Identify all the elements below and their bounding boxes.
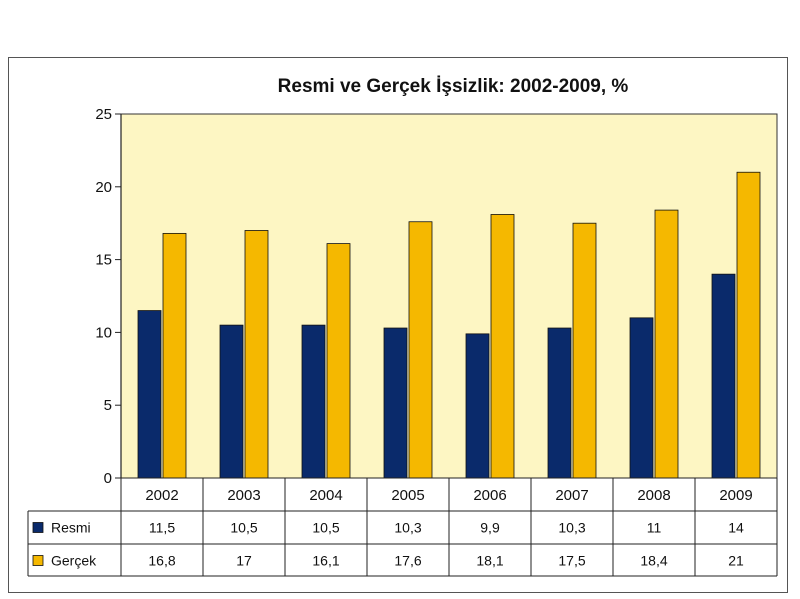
bar-ger-ek-2009 — [736, 171, 761, 479]
chart: Resmi ve Gerçek İşsizlik: 2002-2009, % 0… — [27, 76, 778, 577]
legend-label: Resmi — [51, 520, 91, 536]
legend-swatch — [32, 522, 44, 533]
bar-resmi-2005 — [383, 327, 408, 479]
x-tick-label: 2006 — [473, 487, 506, 504]
y-tick-label: 15 — [95, 252, 112, 269]
data-label: 16,8 — [148, 553, 175, 569]
data-label: 21 — [728, 553, 744, 569]
data-table: 2002 2003 2004 2005 2006 2007 2008 2009 Resmi 11,… — [27, 477, 778, 577]
data-label: 16,1 — [312, 553, 339, 569]
legend-swatch — [32, 555, 44, 566]
data-label: 10,3 — [394, 520, 421, 536]
data-label: 9,9 — [480, 520, 500, 536]
y-tick-label: 0 — [104, 470, 112, 487]
bar-resmi-2003 — [219, 324, 244, 479]
plot-area: 0 5 10 15 20 25 — [95, 106, 778, 487]
bar-resmi-2004 — [301, 324, 326, 479]
y-tick-label: 5 — [104, 397, 112, 414]
chart-frame: Resmi ve Gerçek İşsizlik: 2002-2009, % 0… — [8, 57, 788, 593]
data-label: 17 — [236, 553, 252, 569]
x-tick-label: 2003 — [227, 487, 260, 504]
data-label: 18,1 — [476, 553, 503, 569]
x-tick-label: 2007 — [555, 487, 588, 504]
bar-resmi-2009 — [711, 273, 736, 479]
y-tick-label: 10 — [95, 324, 112, 341]
x-tick-label: 2008 — [637, 487, 670, 504]
data-label: 10,5 — [230, 520, 257, 536]
bar-resmi-2002 — [137, 310, 162, 479]
x-tick-label: 2005 — [391, 487, 424, 504]
x-tick-label: 2009 — [719, 487, 752, 504]
data-label: 18,4 — [640, 553, 667, 569]
plot-background — [120, 113, 778, 479]
bar-ger-ek-2004 — [326, 243, 351, 479]
data-label: 17,6 — [394, 553, 421, 569]
bar-resmi-2006 — [465, 333, 490, 479]
x-tick-label: 2004 — [309, 487, 342, 504]
x-tick-label: 2002 — [145, 487, 178, 504]
y-tick-label: 25 — [95, 106, 112, 123]
chart-title: Resmi ve Gerçek İşsizlik: 2002-2009, % — [278, 76, 629, 97]
data-label: 11 — [647, 520, 662, 536]
bar-resmi-2008 — [629, 317, 654, 479]
data-label: 10,3 — [558, 520, 585, 536]
data-label: 11,5 — [149, 520, 175, 536]
bar-ger-ek-2006 — [490, 214, 515, 479]
bar-ger-ek-2002 — [162, 232, 187, 479]
legend-label: Gerçek — [51, 553, 97, 569]
bar-ger-ek-2008 — [654, 209, 679, 479]
bar-ger-ek-2003 — [244, 230, 269, 479]
data-label: 17,5 — [558, 553, 585, 569]
bar-ger-ek-2005 — [408, 221, 433, 479]
bar-ger-ek-2007 — [572, 222, 597, 479]
bar-resmi-2007 — [547, 327, 572, 479]
data-label: 10,5 — [312, 520, 339, 536]
data-label: 14 — [728, 520, 744, 536]
y-tick-label: 20 — [95, 179, 112, 196]
